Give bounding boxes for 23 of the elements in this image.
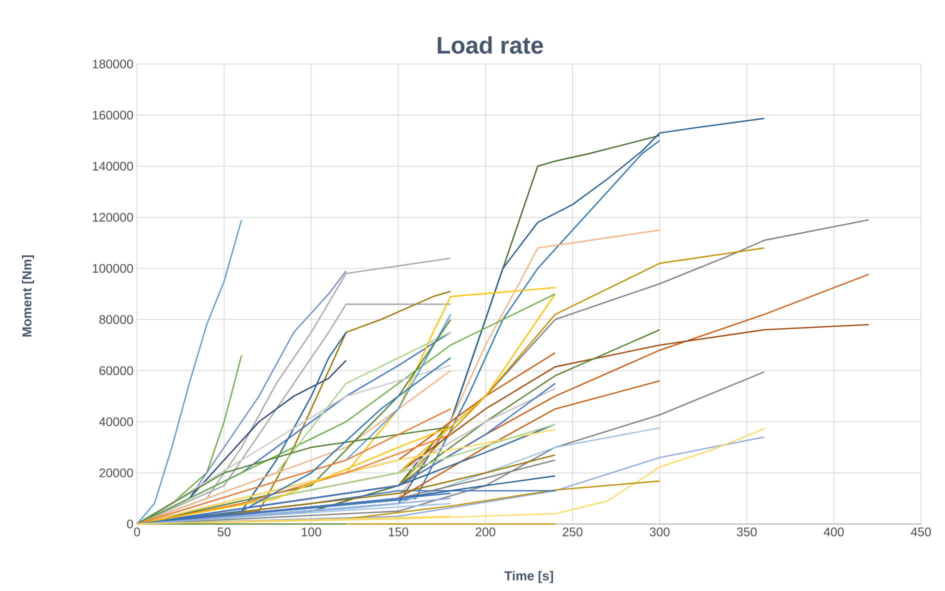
x-tick-label: 350 [736,528,757,536]
y-tick-label: 140000 [92,162,133,171]
x-tick-label: 150 [388,528,408,536]
y-tick-label: 120000 [92,212,133,222]
x-tick-label: 50 [218,528,231,536]
y-axis-title: Moment [Nm] [22,255,34,336]
y-tick-label: 160000 [92,110,133,120]
y-tick-label: 40000 [99,417,133,426]
y-tick-label: 100000 [92,264,133,273]
y-tick-label: 20000 [99,468,133,478]
x-tick-label: 100 [302,528,322,536]
y-tick-label: 0 [127,520,133,528]
x-tick-label: 250 [562,528,582,536]
x-tick-label: 200 [476,528,496,536]
y-tick-label: 60000 [99,366,133,376]
y-tick-label: 80000 [99,315,133,324]
x-tick-label: 400 [824,528,844,536]
x-tick-label: 300 [650,528,670,536]
y-tick-label: 180000 [92,60,133,68]
x-axis-title: Time [s] [504,570,553,584]
x-tick-label: 0 [134,528,140,536]
chart-title: Load rate [438,36,543,54]
x-tick-label: 450 [910,528,931,536]
